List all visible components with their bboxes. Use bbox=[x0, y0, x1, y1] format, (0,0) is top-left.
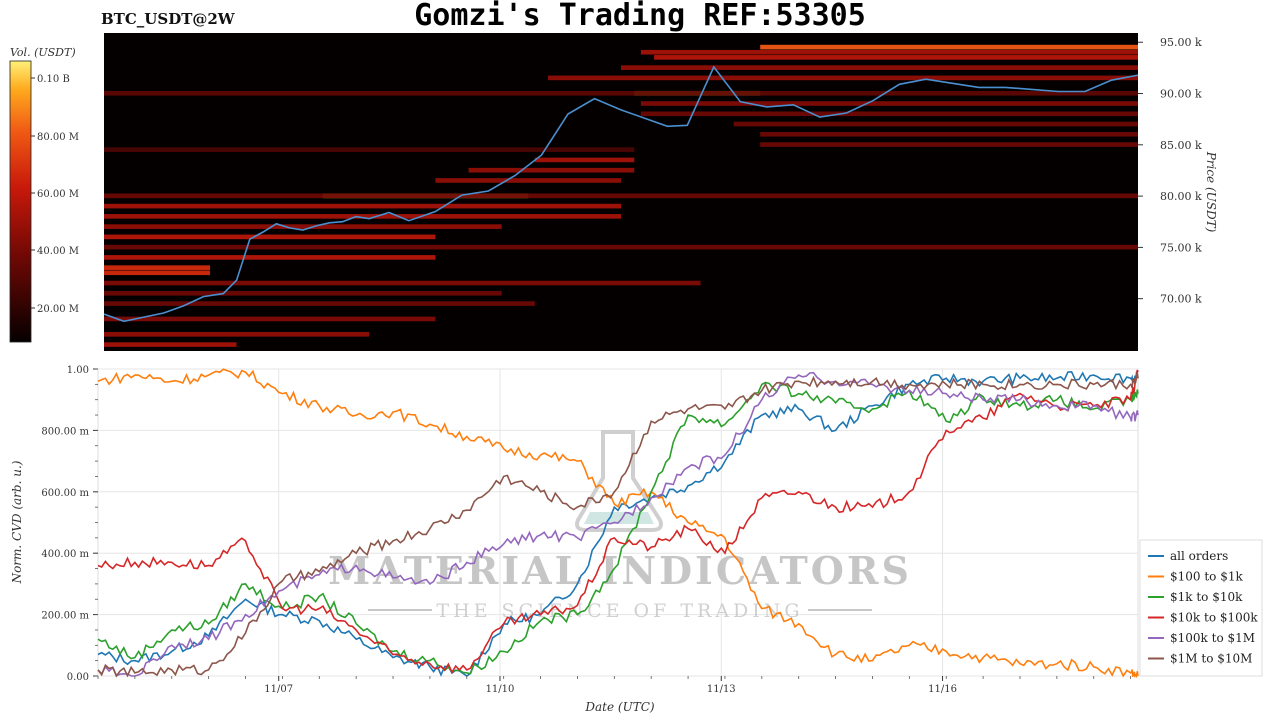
cvd-x-axis-label: Date (UTC) bbox=[584, 700, 654, 714]
cvd-y-tick-label: 200.00 m bbox=[41, 611, 89, 622]
heatmap-band bbox=[104, 265, 211, 270]
cvd-series-line bbox=[97, 368, 1139, 679]
cvd-series-line bbox=[97, 370, 1139, 677]
cvd-y-tick-label: 1.00 bbox=[67, 365, 89, 376]
pair-label: BTC_USDT@2W bbox=[101, 10, 235, 28]
cvd-y-axis-label: Norm. CVD (arb. u.) bbox=[10, 460, 24, 584]
colorbar-tick-label: 20.00 M bbox=[37, 304, 79, 315]
cvd-legend-label: all orders bbox=[1170, 549, 1228, 563]
cvd-y-tick-label: 800.00 m bbox=[41, 426, 89, 437]
cvd-legend-label: $1k to $10k bbox=[1170, 590, 1243, 604]
heatmap-band bbox=[104, 224, 502, 229]
heatmap-band bbox=[104, 290, 502, 296]
watermark-flask-icon bbox=[575, 430, 663, 532]
heatmap-band bbox=[534, 157, 635, 163]
cvd-y-tick-label: 600.00 m bbox=[41, 488, 89, 499]
watermark-flask-fill-icon bbox=[584, 512, 654, 524]
price-tick-label: 80.00 k bbox=[1160, 190, 1202, 203]
heatmap-band bbox=[548, 75, 1138, 81]
heatmap-band bbox=[640, 49, 1138, 55]
cvd-series-line bbox=[97, 370, 1139, 678]
cvd-series-line bbox=[97, 371, 1139, 677]
price-line bbox=[103, 65, 1139, 323]
price-axis-label: Price (USDT) bbox=[1204, 151, 1218, 233]
colorbar bbox=[9, 60, 32, 343]
colorbar-tick-label: 40.00 M bbox=[37, 246, 79, 257]
cvd-series-line bbox=[97, 381, 1139, 675]
cvd-y-tick-label: 400.00 m bbox=[41, 549, 89, 560]
heatmap-band bbox=[640, 111, 1138, 117]
heatmap-band bbox=[104, 316, 436, 322]
heatmap-band bbox=[104, 255, 436, 260]
price-tick-label: 85.00 k bbox=[1160, 139, 1202, 152]
watermark-subtitle: THE SCIENCE OF TRADING bbox=[436, 600, 803, 622]
heatmap-band bbox=[733, 121, 1138, 127]
watermark-title: MATERIAL INDICATORS bbox=[328, 548, 912, 593]
heatmap-band bbox=[468, 167, 635, 173]
heatmap-band bbox=[760, 142, 1138, 147]
heatmap-band bbox=[760, 44, 1138, 50]
heatmap-band bbox=[104, 214, 621, 219]
heatmap-band bbox=[621, 65, 1138, 70]
heatmap-band bbox=[104, 342, 237, 347]
cvd-legend bbox=[1139, 539, 1263, 677]
heatmap-band bbox=[640, 101, 1138, 106]
heatmap-band bbox=[104, 301, 535, 306]
cvd-x-tick-label: 11/07 bbox=[264, 684, 293, 695]
heatmap-band bbox=[104, 270, 211, 276]
cvd-x-tick-label: 11/16 bbox=[928, 684, 957, 695]
cvd-y-tick-label: 0.00 bbox=[67, 672, 89, 683]
heatmap-band bbox=[104, 234, 436, 240]
cvd-x-tick-label: 11/10 bbox=[486, 684, 515, 695]
heatmap-band bbox=[435, 178, 621, 183]
heatmap-band bbox=[654, 55, 1138, 60]
heatmap-band bbox=[104, 332, 370, 337]
price-tick-label: 75.00 k bbox=[1160, 241, 1202, 254]
heatmap-band bbox=[760, 131, 1138, 137]
colorbar-tick-label: 0.10 B bbox=[37, 74, 70, 85]
colorbar-label: Vol. (USDT) bbox=[10, 46, 76, 59]
colorbar-tick-label: 60.00 M bbox=[37, 189, 79, 200]
price-tick-label: 70.00 k bbox=[1160, 293, 1202, 306]
price-tick-label: 90.00 k bbox=[1160, 88, 1202, 101]
cvd-legend-label: $100k to $1M bbox=[1170, 631, 1255, 645]
cvd-x-tick-label: 11/13 bbox=[707, 684, 736, 695]
heatmap-band bbox=[104, 193, 1138, 199]
heatmap-band bbox=[104, 280, 701, 286]
page-title: Gomzi's Trading REF:53305 bbox=[414, 0, 866, 33]
heatmap-band bbox=[104, 147, 635, 152]
cvd-legend-label: $1M to $10M bbox=[1170, 652, 1252, 666]
heatmap-band bbox=[104, 90, 1138, 96]
price-tick-label: 95.00 k bbox=[1160, 36, 1202, 49]
heatmap-band bbox=[104, 244, 1138, 250]
heatmap-band bbox=[104, 203, 621, 209]
colorbar-tick-label: 80.00 M bbox=[37, 132, 79, 143]
cvd-legend-label: $100 to $1k bbox=[1170, 570, 1243, 584]
cvd-legend-label: $10k to $100k bbox=[1170, 611, 1258, 625]
